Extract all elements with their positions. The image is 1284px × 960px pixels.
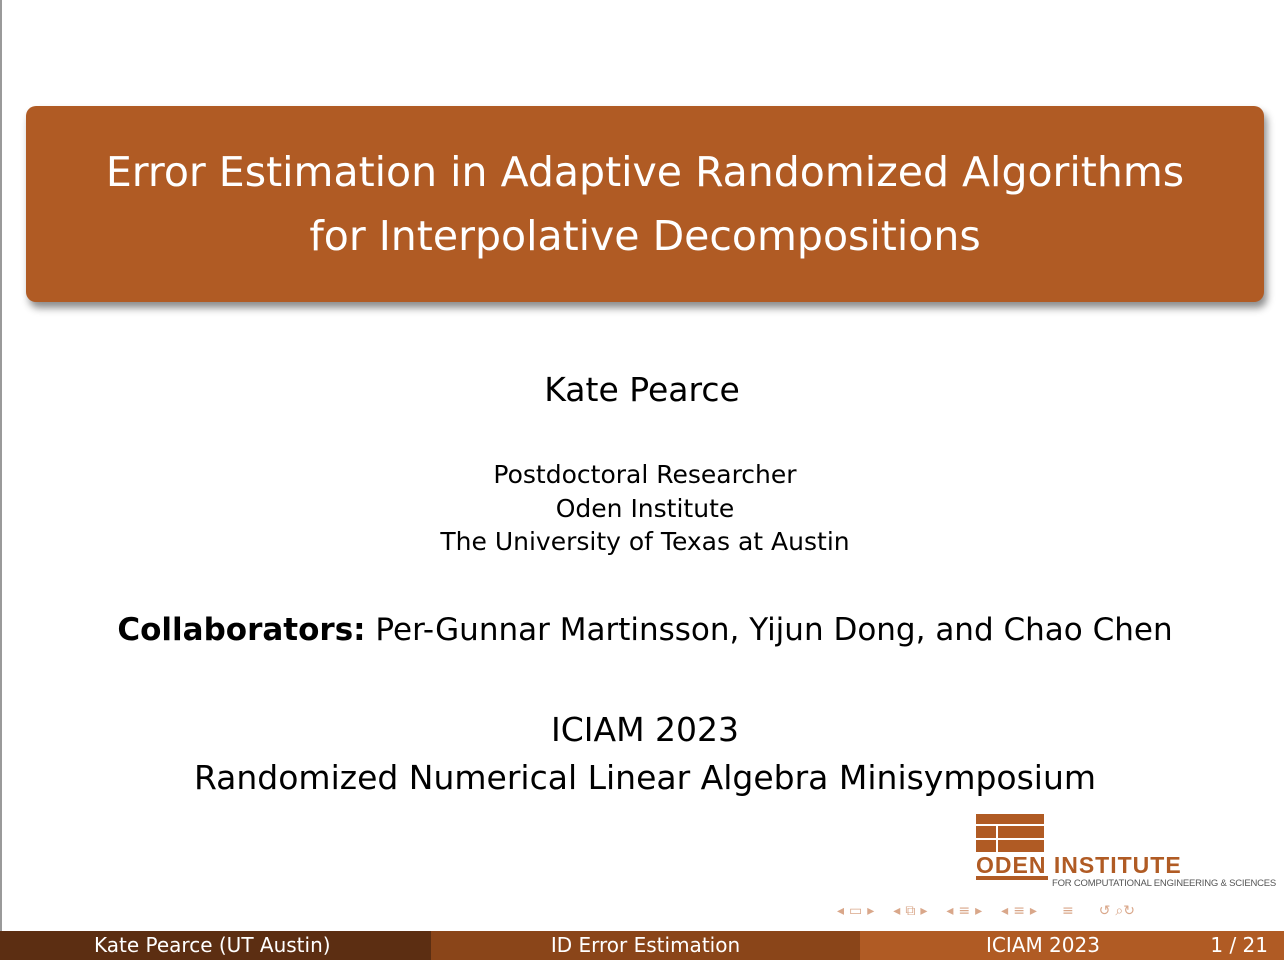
logo-rule [976, 876, 1048, 880]
nav-next-frame-icon[interactable]: ▸ [920, 903, 928, 919]
footer-right: ICIAM 2023 1 / 21 [860, 931, 1284, 960]
conference-session: Randomized Numerical Linear Algebra Mini… [193, 758, 1097, 797]
subsection-icon[interactable]: ≡ [958, 903, 971, 919]
footer-page-number: 1 / 21 [1210, 933, 1268, 957]
back-forward-icon[interactable]: ↺ [1098, 903, 1111, 919]
conference-name: ICIAM 2023 [550, 710, 740, 749]
forward-icon[interactable]: ↻ [1123, 903, 1135, 919]
collaborators-names: Per-Gunnar Martinsson, Yijun Dong, and C… [375, 612, 1173, 648]
oden-institute-logo: ODEN INSTITUTE FOR COMPUTATIONAL ENGINEE… [976, 814, 1276, 894]
footer-conference: ICIAM 2023 [986, 933, 1100, 957]
affiliation-institute: Oden Institute [555, 494, 735, 523]
title-banner: Error Estimation in Adaptive Randomized … [26, 106, 1264, 302]
title-line-1: Error Estimation in Adaptive Randomized … [105, 148, 1185, 196]
footer-middle: ID Error Estimation [431, 931, 860, 960]
logo-word-institute: INSTITUTE [1053, 852, 1182, 878]
collaborators-line: Collaborators: Per-Gunnar Martinsson, Yi… [0, 612, 1284, 648]
align-icon[interactable]: ≡ [1061, 903, 1074, 919]
logo-mark-icon [976, 814, 1044, 854]
logo-wordmark: ODEN INSTITUTE [976, 852, 1182, 879]
footer-author: Kate Pearce (UT Austin) [94, 933, 331, 957]
nav-prev-frame-icon[interactable]: ◂ [893, 903, 901, 919]
search-icon[interactable]: ⌕ [1115, 903, 1124, 919]
logo-word-oden: ODEN [976, 852, 1047, 878]
collaborators-label: Collaborators: [117, 612, 366, 648]
nav-next-subsection-icon[interactable]: ▸ [975, 903, 983, 919]
affiliation-position: Postdoctoral Researcher [493, 460, 797, 489]
nav-prev-slide-icon[interactable]: ◂ [837, 903, 845, 919]
section-icon[interactable]: ≡ [1013, 903, 1025, 919]
nav-next-slide-icon[interactable]: ▸ [867, 903, 875, 919]
footer-short-title: ID Error Estimation [550, 933, 741, 957]
slide-footer: Kate Pearce (UT Austin) ID Error Estimat… [0, 931, 1284, 960]
slide-frame-icon[interactable]: ▭ [849, 903, 863, 919]
title-line-2: for Interpolative Decompositions [309, 212, 981, 260]
footer-left: Kate Pearce (UT Austin) [0, 931, 431, 960]
window-edge [0, 0, 2, 960]
author-name: Kate Pearce [544, 370, 740, 409]
nav-prev-section-icon[interactable]: ◂ [1001, 903, 1009, 919]
frame-stack-icon[interactable]: ⧉ [905, 903, 916, 919]
nav-prev-subsection-icon[interactable]: ◂ [946, 903, 954, 919]
beamer-navigation-bar: ◂ ▭ ▸ ◂ ⧉ ▸ ◂ ≡ ▸ ◂ ≡ ▸ ≡ ↺ ⌕ ↻ [832, 900, 1135, 922]
nav-next-section-icon[interactable]: ▸ [1029, 903, 1037, 919]
affiliation-university: The University of Texas at Austin [440, 527, 850, 556]
logo-subtitle: FOR COMPUTATIONAL ENGINEERING & SCIENCES [1052, 878, 1277, 889]
